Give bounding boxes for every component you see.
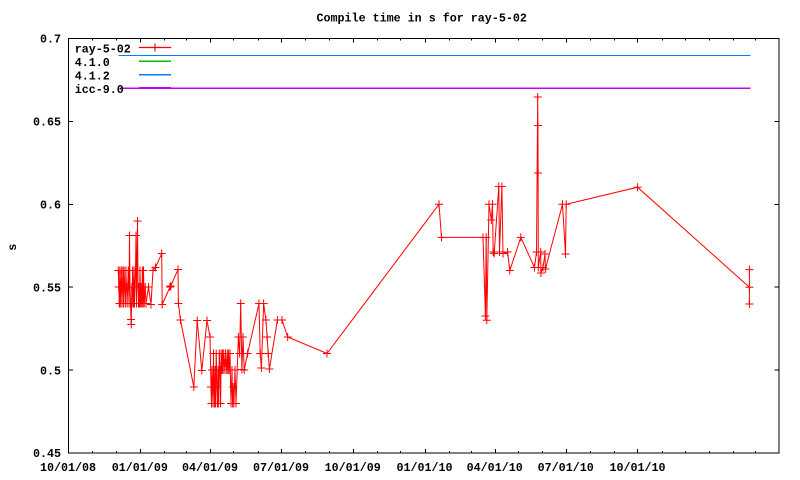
svg-text:ray-5-02: ray-5-02 (75, 42, 131, 56)
svg-text:07/01/09: 07/01/09 (253, 461, 309, 475)
svg-text:0.65: 0.65 (33, 116, 61, 130)
svg-text:10/01/10: 10/01/10 (609, 461, 665, 475)
svg-text:01/01/10: 01/01/10 (396, 461, 452, 475)
svg-text:4.1.2: 4.1.2 (75, 69, 110, 83)
svg-text:10/01/09: 10/01/09 (325, 461, 381, 475)
svg-text:0.7: 0.7 (40, 33, 61, 47)
svg-text:4.1.0: 4.1.0 (75, 56, 110, 70)
svg-text:Compile time in s for ray-5-02: Compile time in s for ray-5-02 (316, 11, 526, 25)
svg-text:0.55: 0.55 (33, 281, 61, 295)
svg-text:04/01/10: 04/01/10 (467, 461, 523, 475)
svg-text:s: s (6, 244, 20, 251)
svg-text:0.45: 0.45 (33, 447, 61, 461)
svg-text:04/01/09: 04/01/09 (182, 461, 238, 475)
svg-text:icc-9.0: icc-9.0 (75, 83, 124, 97)
svg-text:07/01/10: 07/01/10 (538, 461, 594, 475)
svg-text:0.6: 0.6 (40, 199, 61, 213)
svg-text:0.5: 0.5 (40, 364, 61, 378)
svg-text:10/01/08: 10/01/08 (40, 461, 96, 475)
svg-text:01/01/09: 01/01/09 (112, 461, 168, 475)
